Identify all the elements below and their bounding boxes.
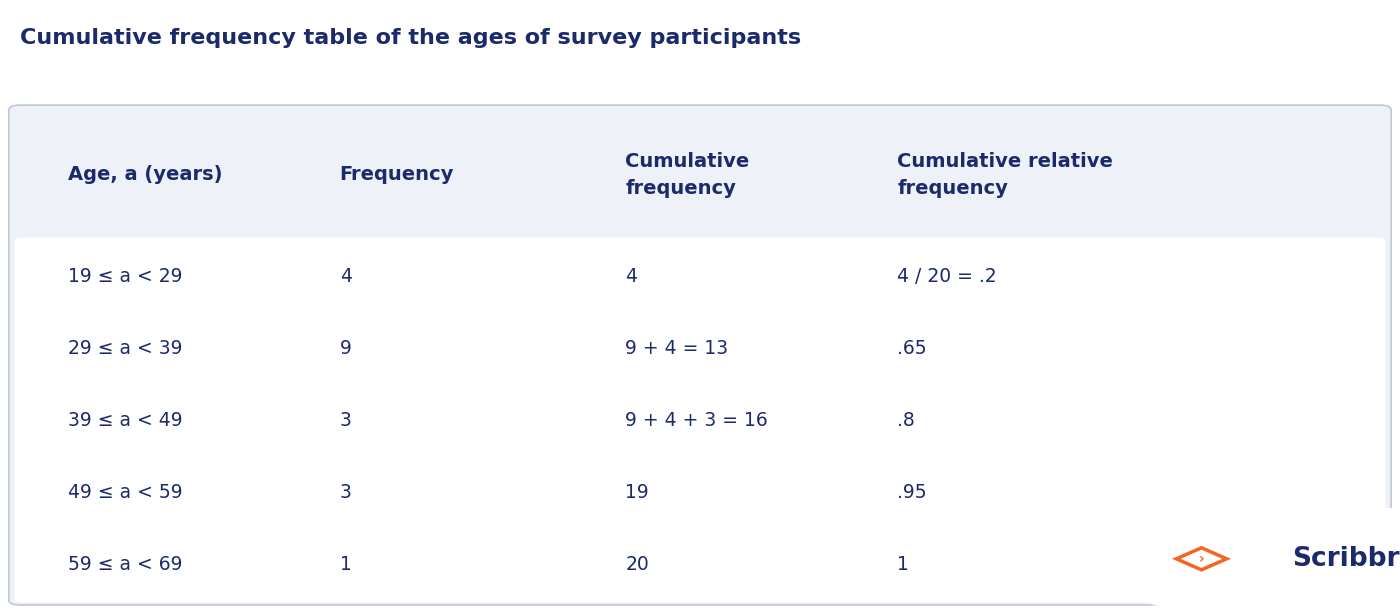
Text: 20: 20 (626, 555, 650, 574)
Text: Scribbr: Scribbr (1292, 546, 1400, 572)
Text: Cumulative
frequency: Cumulative frequency (626, 152, 749, 198)
Text: 19 ≤ a < 29: 19 ≤ a < 29 (67, 267, 182, 286)
Text: 9 + 4 = 13: 9 + 4 = 13 (626, 338, 728, 357)
Text: 3: 3 (340, 411, 351, 430)
Text: 39 ≤ a < 49: 39 ≤ a < 49 (67, 411, 182, 430)
Text: .8: .8 (897, 411, 916, 430)
Text: .65: .65 (897, 338, 927, 357)
Text: 4 / 20 = .2: 4 / 20 = .2 (897, 267, 997, 286)
Text: 19: 19 (626, 482, 650, 501)
Text: 3: 3 (340, 482, 351, 501)
Text: 29 ≤ a < 39: 29 ≤ a < 39 (67, 338, 182, 357)
Text: Cumulative relative
frequency: Cumulative relative frequency (897, 152, 1113, 198)
Text: 9 + 4 + 3 = 16: 9 + 4 + 3 = 16 (626, 411, 769, 430)
Text: Frequency: Frequency (340, 166, 454, 185)
Text: ›: › (1198, 552, 1204, 566)
Text: 9: 9 (340, 338, 351, 357)
Text: 1: 1 (340, 555, 351, 574)
Text: .95: .95 (897, 482, 927, 501)
Text: 1: 1 (897, 555, 909, 574)
Text: Age, a (years): Age, a (years) (67, 166, 223, 185)
Text: 49 ≤ a < 59: 49 ≤ a < 59 (67, 482, 182, 501)
Text: 4: 4 (626, 267, 637, 286)
Text: 4: 4 (340, 267, 351, 286)
Text: Cumulative frequency table of the ages of survey participants: Cumulative frequency table of the ages o… (20, 28, 801, 48)
Text: 59 ≤ a < 69: 59 ≤ a < 69 (67, 555, 182, 574)
